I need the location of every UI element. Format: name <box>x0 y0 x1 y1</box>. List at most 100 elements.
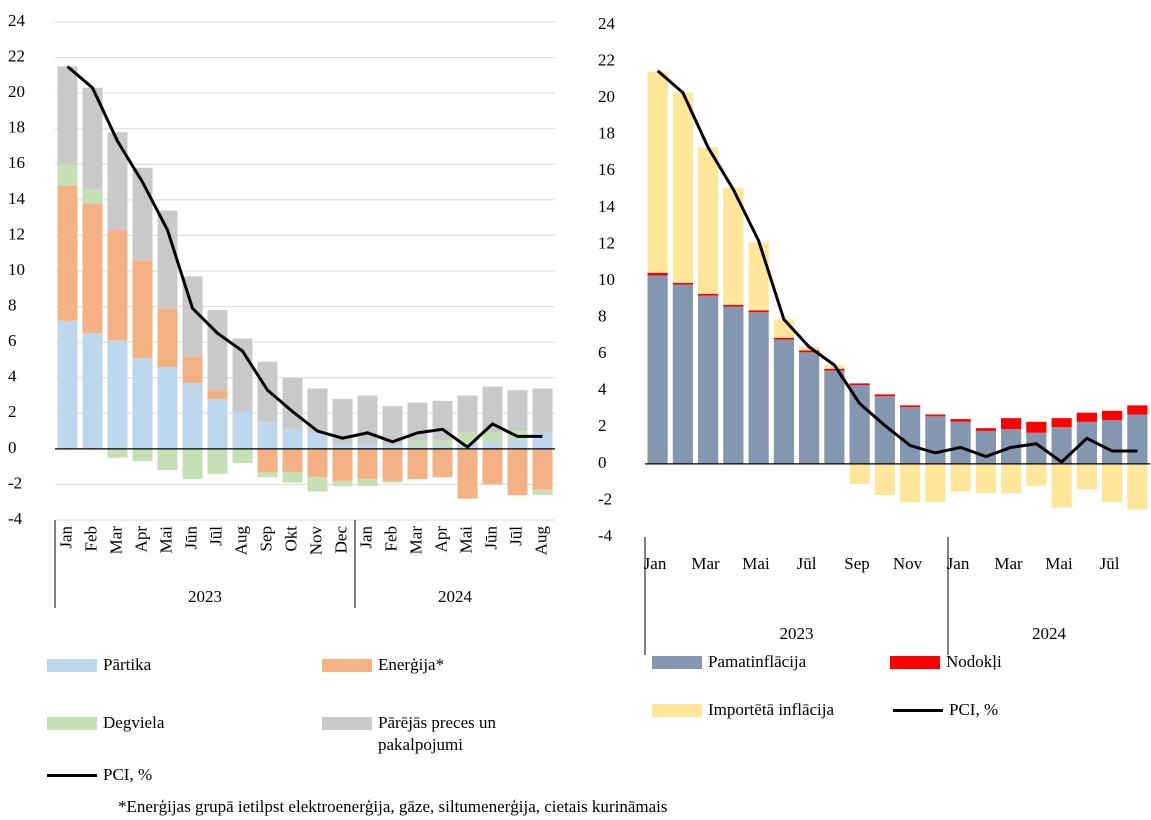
x-tick-label: Feb <box>381 526 400 552</box>
x-tick-label: Mar <box>406 526 425 555</box>
bar <box>357 443 378 449</box>
bar <box>723 306 744 464</box>
bar <box>107 132 128 231</box>
bar <box>975 428 996 431</box>
bar <box>723 187 744 305</box>
y-tick-label: 22 <box>598 50 615 69</box>
bar <box>107 230 128 341</box>
bar <box>1102 410 1123 420</box>
legend-label: Pamatinflācija <box>708 652 807 671</box>
bar <box>257 422 278 449</box>
bar <box>157 210 178 309</box>
bar <box>698 147 719 294</box>
y-tick-label: 2 <box>8 402 17 421</box>
bar <box>532 489 553 496</box>
x-tick-label: Mai <box>456 526 475 554</box>
x-tick-label: Jan <box>644 554 667 573</box>
bar <box>1076 412 1097 422</box>
bar <box>748 310 769 313</box>
x-tick-label: Aug <box>531 526 550 556</box>
x-tick-label: Mar <box>994 554 1023 573</box>
bar <box>307 432 328 449</box>
bar <box>107 448 128 458</box>
bar <box>307 477 328 492</box>
bar <box>824 368 845 371</box>
bar <box>382 445 403 449</box>
bar <box>407 448 428 480</box>
bar <box>672 282 693 285</box>
y-tick-label: 18 <box>8 118 25 137</box>
y-tick-label: 20 <box>598 87 615 106</box>
y-tick-label: 0 <box>8 438 17 457</box>
bar <box>357 479 378 487</box>
bar <box>182 356 203 384</box>
bar <box>307 388 328 433</box>
bar <box>672 284 693 464</box>
x-tick-label: Apr <box>131 526 150 553</box>
bar <box>647 71 668 273</box>
bar <box>432 448 453 478</box>
bar <box>482 441 503 449</box>
y-tick-label: 12 <box>8 224 25 243</box>
y-tick-label: 4 <box>598 380 607 399</box>
legend-label: Enerģija* <box>378 655 445 674</box>
bar <box>900 405 921 408</box>
bar <box>332 399 353 444</box>
bar <box>950 419 971 422</box>
x-tick-label: Feb <box>81 526 100 552</box>
x-tick-label: Jūn <box>181 526 200 550</box>
bar <box>507 439 528 449</box>
bar <box>1026 432 1047 464</box>
bar <box>357 395 378 444</box>
bar <box>1051 418 1072 428</box>
bar <box>157 448 178 471</box>
bar <box>849 383 870 386</box>
legend-label: PCI, % <box>949 700 999 719</box>
legend-swatch <box>893 709 943 712</box>
y-tick-label: 14 <box>598 197 616 216</box>
bar <box>407 445 428 449</box>
group-label: 2024 <box>1032 624 1067 643</box>
bar <box>257 448 278 472</box>
bar <box>382 406 403 446</box>
y-tick-label: 8 <box>598 306 607 325</box>
x-tick-label: Nov <box>893 554 923 573</box>
y-tick-label: 2 <box>598 416 607 435</box>
y-tick-label: 20 <box>8 82 25 101</box>
y-tick-label: -2 <box>8 473 22 492</box>
x-tick-label: Sep <box>844 554 870 573</box>
legend-label: Importētā inflācija <box>708 700 835 719</box>
bar <box>849 463 870 484</box>
y-tick-label: -4 <box>8 509 23 528</box>
legend-label: Nodokļi <box>946 652 1002 671</box>
y-tick-label: 22 <box>8 46 25 65</box>
y-tick-label: 12 <box>598 233 615 252</box>
bar <box>925 414 946 417</box>
bar <box>698 293 719 296</box>
bar <box>282 377 303 430</box>
bar <box>1001 418 1022 430</box>
bar <box>1001 463 1022 494</box>
legend-swatch <box>652 656 702 669</box>
x-tick-label: Jūl <box>206 526 225 546</box>
bar <box>332 448 353 481</box>
bar <box>532 388 553 433</box>
y-tick-label: -4 <box>598 526 613 545</box>
bar <box>900 463 921 503</box>
bar <box>282 448 303 472</box>
bar <box>282 429 303 449</box>
bar <box>1127 405 1148 415</box>
bar <box>1102 463 1123 503</box>
legend-label: Pārtika <box>103 655 152 674</box>
bar <box>1026 421 1047 433</box>
bar <box>1127 414 1148 464</box>
bar <box>282 471 303 483</box>
bar <box>482 386 503 433</box>
bar <box>132 358 153 449</box>
bar <box>57 66 78 165</box>
x-tick-label: Sep <box>256 526 275 552</box>
bar <box>232 411 253 449</box>
x-tick-label: Dec <box>331 526 350 554</box>
